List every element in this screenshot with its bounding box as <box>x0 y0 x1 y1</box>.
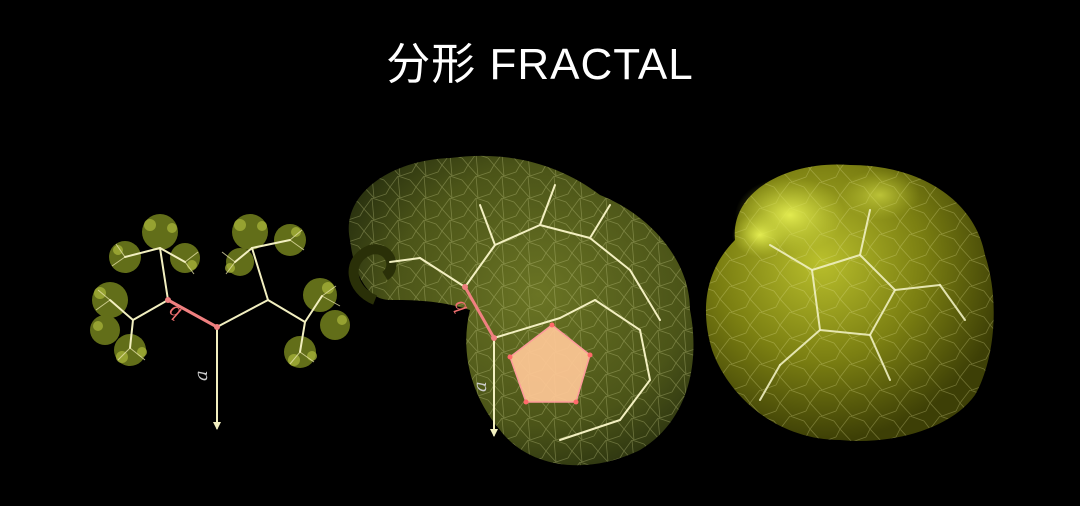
pentagon-tree-fractal: b a <box>348 155 694 466</box>
page-title: 分形 FRACTAL <box>386 40 694 89</box>
binary-tree-fractal: b a <box>90 214 350 430</box>
label-b-left: b <box>164 300 184 324</box>
dense-pentagon-fractal <box>705 164 994 441</box>
label-a-left: a <box>191 370 212 381</box>
label-a-middle: a <box>470 381 491 392</box>
